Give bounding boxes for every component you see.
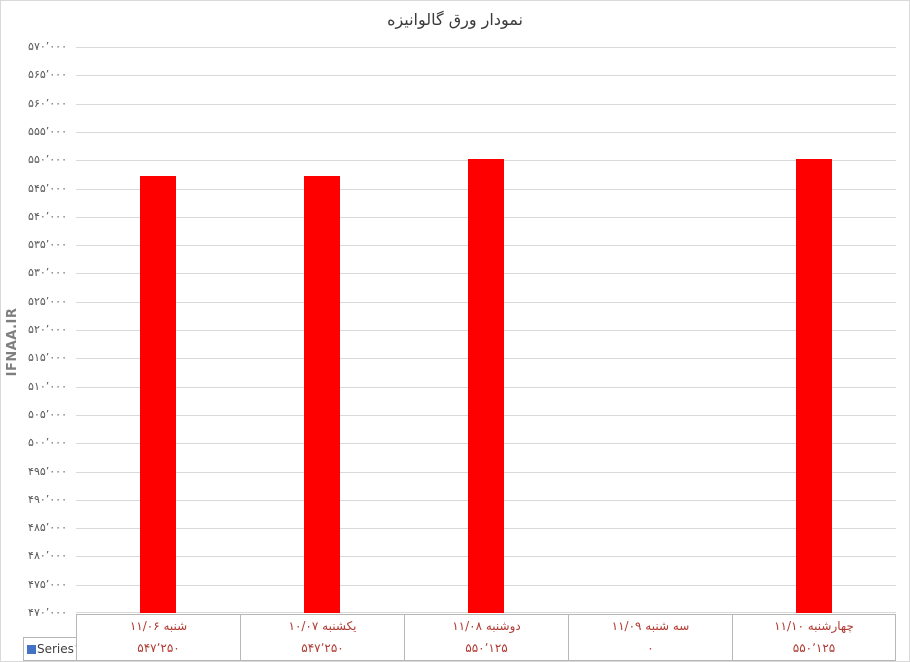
y-axis-tick-label: ۴۷۵٬۰۰۰ — [28, 577, 67, 591]
table-value-cell: ۵۴۷٬۲۵۰ — [76, 637, 240, 661]
series-bar — [304, 175, 340, 613]
table-header-cell: شنبه ۱۱/۰۶ — [76, 614, 240, 638]
gridline — [76, 75, 896, 77]
y-axis-tick-label: ۵۴۵٬۰۰۰ — [28, 181, 67, 195]
series-name-label: Series۱ — [37, 642, 77, 656]
gridline — [76, 47, 896, 48]
legend-cell: Series۱ — [23, 637, 77, 661]
series-bar — [796, 159, 832, 613]
y-axis-tick-label: ۵۳۰٬۰۰۰ — [28, 266, 67, 280]
y-axis-tick-label: ۵۰۰٬۰۰۰ — [28, 436, 67, 450]
y-axis-tick-label: ۵۶۵٬۰۰۰ — [28, 68, 67, 82]
series-color-swatch — [27, 645, 36, 654]
y-axis-tick-label: ۵۲۰٬۰۰۰ — [28, 323, 67, 336]
y-axis-tick-label: ۵۷۰٬۰۰۰ — [28, 40, 67, 53]
table-header-cell: سه شنبه ۱۱/۰۹ — [568, 614, 732, 638]
y-axis-tick-label: ۵۵۵٬۰۰۰ — [28, 124, 67, 138]
y-axis-tick-label: ۵۴۰٬۰۰۰ — [28, 209, 67, 223]
y-axis-tick-label: ۵۰۵٬۰۰۰ — [28, 407, 67, 421]
y-axis-tick-label: ۵۶۰٬۰۰۰ — [28, 96, 67, 110]
y-axis-tick-label: ۴۸۰٬۰۰۰ — [28, 549, 67, 563]
table-value-cell: ۵۴۷٬۲۵۰ — [240, 637, 404, 661]
plot-area — [76, 47, 896, 613]
y-axis-tick-label: ۵۵۰٬۰۰۰ — [28, 153, 67, 167]
chart-title: نمودار ورق گالوانیزه — [387, 10, 523, 29]
table-header-cell: چهارشنبه ۱۱/۱۰ — [732, 614, 896, 638]
y-axis-tick-label: ۵۱۵٬۰۰۰ — [28, 351, 67, 365]
gridline — [76, 103, 896, 105]
gridline — [76, 131, 896, 133]
table-value-cell: ۵۵۰٬۱۲۵ — [404, 637, 568, 661]
y-axis-tick-label: ۴۸۵٬۰۰۰ — [28, 521, 67, 535]
table-value-cell: ۰ — [568, 637, 732, 661]
y-axis-tick-label: ۴۹۰٬۰۰۰ — [28, 492, 67, 506]
y-axis-tick-label: ۵۳۵٬۰۰۰ — [28, 238, 67, 252]
table-header-cell: یکشنبه ۱۰/۰۷ — [240, 614, 404, 638]
ifnaa-watermark: IFNAA.IR — [5, 307, 20, 377]
series-bar — [468, 159, 504, 613]
series-bar — [140, 175, 176, 613]
y-axis-tick-label: ۴۷۰٬۰۰۰ — [28, 606, 67, 619]
table-header-cell: دوشنبه ۱۱/۰۸ — [404, 614, 568, 638]
y-axis-tick-label: ۵۲۵٬۰۰۰ — [28, 294, 67, 308]
y-axis-tick-label: ۵۱۰٬۰۰۰ — [28, 379, 67, 393]
y-axis-tick-label: ۴۹۵٬۰۰۰ — [28, 464, 67, 478]
table-value-cell: ۵۵۰٬۱۲۵ — [732, 637, 896, 661]
